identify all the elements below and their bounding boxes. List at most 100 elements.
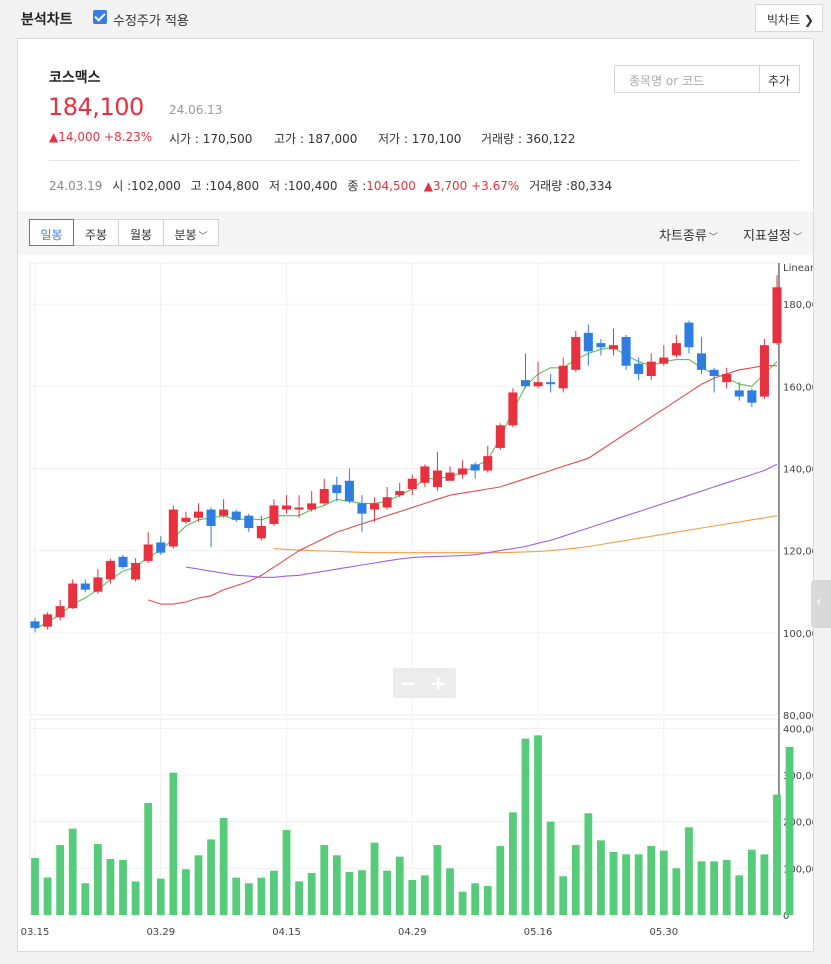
chart-panel: 코스맥스 184,100 24.06.13 ▲14,000 +8.23% 시가 … xyxy=(17,38,814,952)
candle-body xyxy=(307,503,317,510)
zoom-in-icon[interactable]: + xyxy=(430,671,447,695)
volume-bar xyxy=(483,886,492,915)
candle-body xyxy=(546,382,556,385)
volume-bar xyxy=(760,854,769,915)
volume-bar xyxy=(521,738,530,915)
zoom-out-icon[interactable]: − xyxy=(400,671,417,695)
candle-body xyxy=(93,577,103,592)
price-date: 24.06.13 xyxy=(169,103,223,117)
open-stat: 시가 : 170,500 xyxy=(169,132,253,146)
candle-body xyxy=(596,343,606,348)
tab-weekly[interactable]: 주봉 xyxy=(73,219,119,246)
candle-body xyxy=(281,505,292,510)
volume-bar xyxy=(56,845,65,915)
volume-bar xyxy=(773,794,781,915)
volume-bar xyxy=(232,877,241,915)
volume-bar xyxy=(307,873,316,915)
candle-body xyxy=(445,472,455,481)
volume-tick-label: 300,000 xyxy=(783,771,813,782)
volume-bar xyxy=(320,845,329,915)
candle-body xyxy=(420,466,430,483)
candle-body xyxy=(432,470,442,487)
price-tick-label: 140,000 xyxy=(783,464,813,475)
chevron-down-icon: ﹀ xyxy=(792,233,802,243)
candle-body xyxy=(206,509,216,526)
zoom-control: − + xyxy=(393,668,456,698)
volume-bar xyxy=(194,855,203,915)
volume-bar xyxy=(735,875,744,915)
chevron-down-icon: ﹀ xyxy=(198,232,208,242)
price-tick-label: 100,000 xyxy=(783,629,813,640)
candle-body xyxy=(382,497,392,508)
candle-body xyxy=(483,456,493,471)
candle-body xyxy=(131,562,141,580)
candle-body xyxy=(583,332,593,352)
hover-ohlc-readout: 24.03.19 시 :102,000 고 :104,800 저 :100,40… xyxy=(49,179,613,193)
volume-tick-label: 0 xyxy=(783,911,789,922)
candle-body xyxy=(759,345,769,397)
volume-bar xyxy=(622,854,630,915)
tab-minute[interactable]: 분봉 ﹀ xyxy=(163,219,219,246)
candle-body xyxy=(344,480,354,502)
candle-body xyxy=(395,491,405,496)
volume-bar xyxy=(295,881,304,915)
volume-bar xyxy=(697,861,706,915)
candle-body xyxy=(571,336,581,370)
adjusted-price-checkbox[interactable] xyxy=(93,10,107,24)
volume-bar xyxy=(81,883,90,915)
volume-bar xyxy=(282,830,291,915)
volume-tick-label: 200,000 xyxy=(783,818,813,829)
page-title: 분석차트 xyxy=(21,12,73,28)
volume-bar xyxy=(244,883,253,915)
volume-tick-label: 100,000 xyxy=(783,864,813,875)
volume-bar xyxy=(106,859,115,915)
candle-body xyxy=(118,556,128,568)
chart-type-dropdown[interactable]: 차트종류 ﹀ xyxy=(659,229,718,244)
chevron-down-icon: ﹀ xyxy=(708,233,718,243)
volume-bar xyxy=(420,875,429,915)
symbol-search-input[interactable]: 종목명 or 코드 xyxy=(614,65,760,93)
indicator-settings-dropdown[interactable]: 지표설정 ﹀ xyxy=(743,229,802,244)
volume-bar xyxy=(458,891,467,915)
volume-bar xyxy=(546,821,555,915)
candle-body xyxy=(470,464,480,471)
candle-body xyxy=(357,503,367,514)
volume-bar xyxy=(710,861,719,915)
price-pane xyxy=(29,262,779,716)
x-tick-label: 04.29 xyxy=(398,927,427,938)
candle-body xyxy=(256,525,266,539)
candle-body xyxy=(520,380,531,387)
volume-bar xyxy=(408,880,417,915)
x-tick-label: 05.16 xyxy=(524,927,553,938)
x-tick-label: 03.29 xyxy=(146,927,175,938)
candle-body xyxy=(30,621,40,628)
volume-bar xyxy=(144,803,153,915)
add-symbol-button[interactable]: 추가 xyxy=(760,65,800,93)
volume-bar xyxy=(383,870,392,915)
candle-body xyxy=(55,606,65,618)
volume-bar xyxy=(257,877,266,915)
volume-bar xyxy=(345,872,354,915)
tab-monthly[interactable]: 월봉 xyxy=(118,219,164,246)
volume-bar xyxy=(647,845,656,915)
big-chart-button[interactable]: 빅차트 ❯ xyxy=(755,4,823,32)
candle-body xyxy=(621,336,631,366)
candle-body xyxy=(370,503,380,510)
candle-body xyxy=(332,484,342,494)
candle-body xyxy=(671,343,681,356)
volume-bar xyxy=(659,850,668,915)
price-chart[interactable]: 180,000 160,000 140,000 120,000 100,000 80,00… xyxy=(18,257,813,949)
side-panel-toggle[interactable]: ‹ xyxy=(811,580,831,628)
volume-bar xyxy=(571,845,580,915)
volume-bar xyxy=(534,735,542,915)
candle-body xyxy=(231,511,241,520)
x-tick-label: 04.15 xyxy=(272,927,301,938)
volume-bar xyxy=(433,845,442,915)
scale-label: Linear xyxy=(783,263,813,274)
tab-daily[interactable]: 일봉 xyxy=(29,219,74,246)
x-tick-label: 03.15 xyxy=(21,927,50,938)
candle-body xyxy=(269,505,279,524)
adjusted-price-label[interactable]: 수정주가 적용 xyxy=(113,14,189,29)
volume-bar xyxy=(395,856,404,915)
volume-bar xyxy=(131,881,140,915)
